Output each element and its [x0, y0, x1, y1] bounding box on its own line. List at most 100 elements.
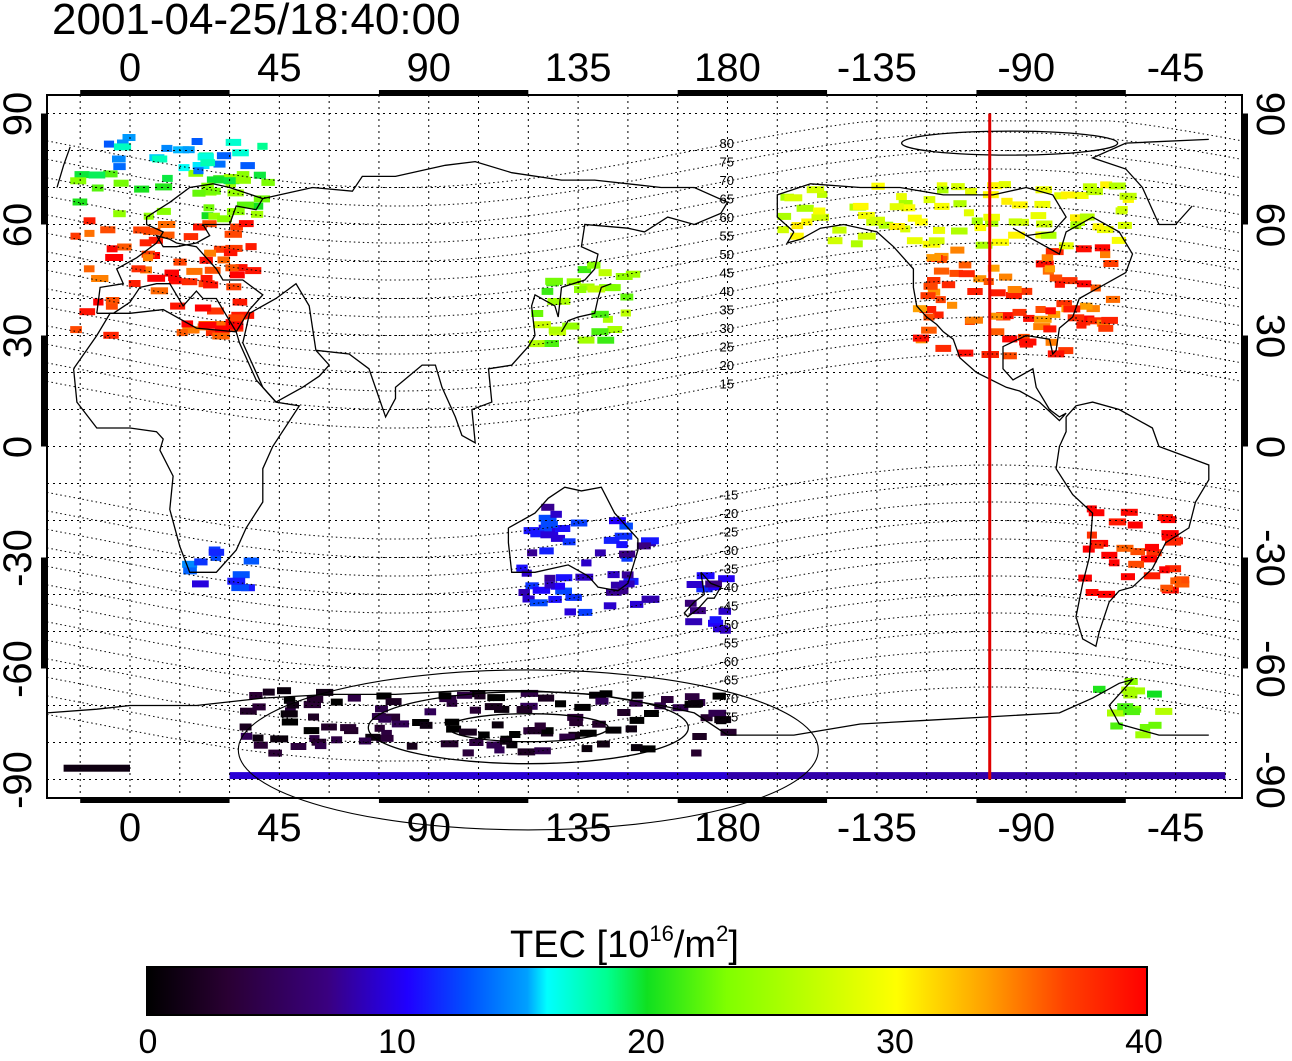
- tec-region-south-pole-band: [63, 764, 1226, 780]
- tec-cell: [198, 321, 217, 329]
- tec-cell: [631, 691, 644, 699]
- contour-label: 45: [719, 266, 733, 281]
- tec-cell: [217, 256, 230, 264]
- tec-cell: [243, 557, 260, 565]
- tec-cell: [951, 227, 968, 235]
- tec-cell: [257, 142, 268, 150]
- tec-cell: [606, 588, 622, 596]
- tec-cell: [230, 223, 243, 231]
- tec-cell: [215, 325, 231, 333]
- tec-cell: [236, 171, 250, 179]
- contour-label: -60: [719, 654, 738, 669]
- tec-cell: [1108, 182, 1126, 190]
- contour-line: [46, 168, 1243, 244]
- tec-cell: [236, 201, 254, 209]
- tec-cell: [225, 244, 243, 252]
- tec-cell: [207, 307, 224, 315]
- tec-cell: [921, 326, 937, 334]
- tec-cell: [914, 218, 928, 226]
- tec-cell: [621, 571, 634, 579]
- tec-cell: [709, 616, 722, 624]
- tec-cell: [340, 724, 357, 732]
- tec-cell: [277, 687, 292, 695]
- tec-cell: [1086, 305, 1100, 313]
- tec-region-japan: [528, 261, 641, 348]
- tec-cell: [176, 329, 188, 337]
- coastline: [560, 283, 612, 333]
- top-lon-tick-label: 180: [694, 46, 761, 90]
- tec-cell: [204, 249, 217, 257]
- tec-cell: [1101, 316, 1118, 324]
- tec-cell: [303, 701, 321, 709]
- tec-cell: [1047, 350, 1065, 358]
- tec-cell: [990, 312, 1003, 320]
- tec-cell: [376, 734, 394, 742]
- top-lon-tick-label: -90: [997, 46, 1056, 90]
- frame-bar: [378, 798, 529, 803]
- tec-cell: [641, 595, 660, 603]
- tec-cell: [630, 600, 644, 608]
- frame-bar: [976, 90, 1126, 95]
- tec-cell: [91, 275, 109, 282]
- tec-cell: [226, 283, 242, 291]
- tec-cell: [933, 226, 946, 234]
- tec-cell: [1002, 352, 1017, 360]
- tec-cell: [545, 277, 563, 285]
- tec-cell: [540, 521, 558, 528]
- tec-cell: [1033, 323, 1051, 331]
- tec-cell: [1012, 308, 1027, 316]
- tec-cell: [113, 179, 129, 187]
- contour-label: -65: [719, 673, 738, 688]
- tec-cell: [617, 587, 629, 595]
- tec-cell: [358, 737, 372, 745]
- tec-cell: [162, 174, 173, 182]
- top-lon-tick-label: -45: [1146, 46, 1205, 90]
- contour-line: [46, 482, 1243, 559]
- tec-cell: [1117, 221, 1132, 229]
- tec-cell: [577, 336, 595, 344]
- tec-cell: [559, 733, 575, 741]
- tec-cell: [150, 287, 169, 295]
- bottom-lon-tick-label: 45: [257, 806, 302, 850]
- contour-line: [46, 538, 1243, 614]
- tec-cell: [927, 277, 941, 284]
- tec-cell: [926, 254, 942, 262]
- contour-label: -45: [719, 599, 738, 614]
- tec-cell: [79, 308, 96, 316]
- tec-cell: [202, 220, 217, 228]
- tec-cell: [1103, 260, 1119, 267]
- tec-cell: [1082, 183, 1097, 191]
- tec-cell: [544, 581, 555, 589]
- tec-cell: [1110, 722, 1123, 730]
- tec-cell: [186, 267, 203, 275]
- tec-cell: [283, 696, 296, 704]
- tec-cell: [857, 232, 876, 240]
- tec-cell: [1007, 286, 1022, 293]
- tec-cell: [889, 203, 904, 211]
- tec-cell: [122, 134, 136, 141]
- frame-bar: [976, 798, 1126, 803]
- contour-label: -40: [719, 580, 738, 595]
- tec-cell: [83, 265, 95, 273]
- tec-cell: [178, 164, 190, 172]
- tec-cell: [330, 698, 343, 706]
- tec-cell: [878, 221, 894, 229]
- frame-bar: [378, 90, 529, 95]
- tec-cell: [562, 538, 576, 546]
- tec-cell: [208, 548, 225, 556]
- tec-cell: [607, 571, 620, 579]
- tec-cell: [462, 749, 474, 757]
- contour-line: [46, 686, 1243, 762]
- tec-cell: [1139, 724, 1151, 731]
- tec-cell: [607, 326, 623, 333]
- contour-line: [46, 316, 1243, 392]
- tec-cell: [194, 304, 212, 312]
- tec-cell: [1086, 505, 1097, 513]
- tec-cell: [141, 250, 155, 258]
- contour-line: [46, 186, 1243, 263]
- tec-cell: [1135, 731, 1151, 739]
- tec-cell: [777, 226, 789, 234]
- tec-cell: [998, 181, 1011, 189]
- tec-cell: [253, 171, 266, 179]
- tec-cell: [232, 298, 248, 306]
